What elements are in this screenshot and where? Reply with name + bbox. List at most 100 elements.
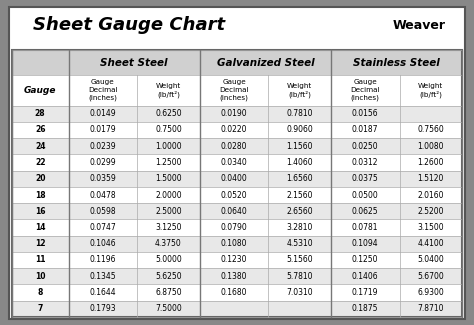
- Text: 7.5000: 7.5000: [155, 304, 182, 313]
- Text: 0.1250: 0.1250: [352, 255, 378, 265]
- Text: 10: 10: [35, 272, 46, 281]
- Text: 0.7500: 0.7500: [155, 125, 182, 135]
- Text: 20: 20: [35, 174, 46, 183]
- Text: 0.0598: 0.0598: [90, 207, 116, 216]
- Text: 0.0239: 0.0239: [90, 142, 116, 151]
- Text: 2.5200: 2.5200: [418, 207, 444, 216]
- FancyBboxPatch shape: [12, 219, 462, 236]
- Text: 4.5310: 4.5310: [286, 239, 313, 248]
- Text: 1.5120: 1.5120: [418, 174, 444, 183]
- Text: 0.0156: 0.0156: [352, 109, 379, 118]
- Text: 0.1046: 0.1046: [90, 239, 116, 248]
- Text: 0.6250: 0.6250: [155, 109, 182, 118]
- Text: 22: 22: [35, 158, 46, 167]
- Text: 0.0375: 0.0375: [352, 174, 379, 183]
- Text: 2.0160: 2.0160: [418, 190, 444, 200]
- Text: 1.1560: 1.1560: [286, 142, 313, 151]
- Text: 0.1380: 0.1380: [221, 272, 247, 281]
- Text: 0.1719: 0.1719: [352, 288, 378, 297]
- Text: 0.7560: 0.7560: [418, 125, 444, 135]
- Text: 3.2810: 3.2810: [286, 223, 313, 232]
- Text: Gauge
Decimal
(inches): Gauge Decimal (inches): [219, 79, 249, 101]
- FancyBboxPatch shape: [12, 284, 462, 301]
- FancyBboxPatch shape: [12, 75, 462, 106]
- Text: 18: 18: [35, 190, 46, 200]
- Text: Gauge
Decimal
(inches): Gauge Decimal (inches): [350, 79, 380, 101]
- Text: 24: 24: [35, 142, 46, 151]
- Text: 0.0340: 0.0340: [220, 158, 247, 167]
- Text: 1.0080: 1.0080: [418, 142, 444, 151]
- Text: 0.0149: 0.0149: [90, 109, 116, 118]
- Text: 5.0400: 5.0400: [418, 255, 444, 265]
- Text: 0.0299: 0.0299: [90, 158, 116, 167]
- FancyBboxPatch shape: [12, 122, 462, 138]
- Text: 4.3750: 4.3750: [155, 239, 182, 248]
- Text: 0.1230: 0.1230: [221, 255, 247, 265]
- Text: 5.7810: 5.7810: [286, 272, 313, 281]
- FancyBboxPatch shape: [12, 187, 462, 203]
- Text: 1.5000: 1.5000: [155, 174, 182, 183]
- Text: 28: 28: [35, 109, 46, 118]
- Text: Weight
(lb/ft²): Weight (lb/ft²): [156, 83, 181, 98]
- Text: 0.0747: 0.0747: [90, 223, 116, 232]
- Text: 7.8710: 7.8710: [418, 304, 444, 313]
- Text: 0.0220: 0.0220: [221, 125, 247, 135]
- Text: 5.6700: 5.6700: [418, 272, 444, 281]
- Text: Stainless Steel: Stainless Steel: [353, 58, 440, 68]
- Text: 0.1196: 0.1196: [90, 255, 116, 265]
- FancyBboxPatch shape: [12, 203, 462, 219]
- Text: 0.1406: 0.1406: [352, 272, 379, 281]
- Text: Gauge
Decimal
(inches): Gauge Decimal (inches): [88, 79, 118, 101]
- Text: 6.9300: 6.9300: [418, 288, 444, 297]
- Text: 5.6250: 5.6250: [155, 272, 182, 281]
- Text: 0.0312: 0.0312: [352, 158, 378, 167]
- Text: 0.1094: 0.1094: [352, 239, 379, 248]
- Text: 0.1080: 0.1080: [221, 239, 247, 248]
- Text: Weaver: Weaver: [392, 19, 446, 32]
- Text: 2.5000: 2.5000: [155, 207, 182, 216]
- Text: 4.4100: 4.4100: [418, 239, 444, 248]
- Text: 3.1250: 3.1250: [155, 223, 182, 232]
- Text: 11: 11: [35, 255, 46, 265]
- Text: 1.2600: 1.2600: [418, 158, 444, 167]
- FancyBboxPatch shape: [12, 106, 462, 122]
- Text: 0.0359: 0.0359: [90, 174, 116, 183]
- Text: 1.0000: 1.0000: [155, 142, 182, 151]
- FancyBboxPatch shape: [9, 6, 465, 318]
- FancyBboxPatch shape: [12, 268, 462, 284]
- Text: Weight
(lb/ft²): Weight (lb/ft²): [418, 83, 444, 98]
- Text: 0.0640: 0.0640: [220, 207, 247, 216]
- Text: 5.0000: 5.0000: [155, 255, 182, 265]
- Text: 7.0310: 7.0310: [286, 288, 313, 297]
- Text: 6.8750: 6.8750: [155, 288, 182, 297]
- Text: 0.1644: 0.1644: [90, 288, 116, 297]
- Text: 0.0625: 0.0625: [352, 207, 379, 216]
- FancyBboxPatch shape: [12, 236, 462, 252]
- Text: 16: 16: [35, 207, 46, 216]
- Text: 0.1793: 0.1793: [90, 304, 116, 313]
- Text: 0.9060: 0.9060: [286, 125, 313, 135]
- Text: 0.0187: 0.0187: [352, 125, 378, 135]
- Text: 12: 12: [35, 239, 46, 248]
- Text: 1.2500: 1.2500: [155, 158, 182, 167]
- Text: 1.6560: 1.6560: [286, 174, 313, 183]
- Text: 0.0790: 0.0790: [220, 223, 247, 232]
- Text: 0.0478: 0.0478: [90, 190, 116, 200]
- Text: Galvanized Steel: Galvanized Steel: [217, 58, 314, 68]
- Text: 0.0280: 0.0280: [221, 142, 247, 151]
- Text: Weight
(lb/ft²): Weight (lb/ft²): [287, 83, 312, 98]
- FancyBboxPatch shape: [12, 138, 462, 154]
- FancyBboxPatch shape: [12, 154, 462, 171]
- Text: 0.1680: 0.1680: [221, 288, 247, 297]
- Text: 1.4060: 1.4060: [286, 158, 313, 167]
- Text: 0.0520: 0.0520: [221, 190, 247, 200]
- Text: 2.1560: 2.1560: [286, 190, 313, 200]
- FancyBboxPatch shape: [12, 301, 462, 317]
- Text: 14: 14: [35, 223, 46, 232]
- Text: 26: 26: [35, 125, 46, 135]
- Text: 0.0400: 0.0400: [220, 174, 247, 183]
- Text: 2.6560: 2.6560: [286, 207, 313, 216]
- Text: 2.0000: 2.0000: [155, 190, 182, 200]
- Text: 0.0500: 0.0500: [352, 190, 379, 200]
- Text: Sheet Steel: Sheet Steel: [100, 58, 168, 68]
